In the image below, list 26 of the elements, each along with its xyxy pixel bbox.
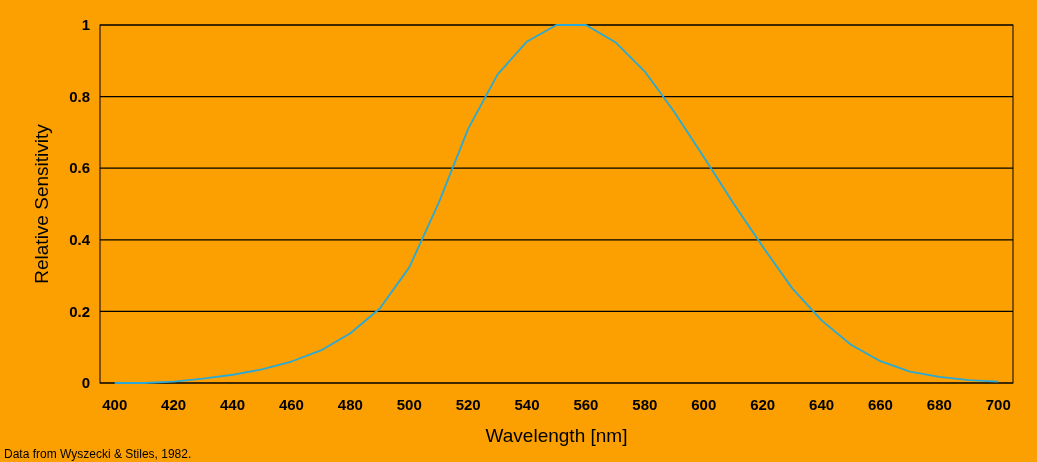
x-tick-label: 460 — [278, 396, 304, 413]
x-tick-label: 580 — [632, 396, 658, 413]
y-tick-label: 0.6 — [69, 159, 90, 177]
y-tick-label: 0.4 — [69, 231, 91, 249]
x-tick-label: 600 — [691, 396, 717, 413]
y-tick-label: 0.8 — [69, 87, 90, 105]
x-tick-label: 540 — [514, 396, 540, 413]
x-tick-label: 500 — [396, 396, 422, 413]
x-tick-label: 440 — [220, 396, 246, 413]
y-tick-label: 0 — [81, 374, 90, 392]
x-tick-label: 700 — [985, 396, 1011, 413]
x-tick-label: 640 — [809, 396, 835, 413]
x-tick-label: 480 — [337, 396, 363, 413]
x-tick-label: 400 — [102, 396, 128, 413]
x-tick-label: 660 — [867, 396, 893, 413]
x-tick-label: 620 — [750, 396, 776, 413]
x-tick-label: 420 — [161, 396, 187, 413]
text: Data from Wyszecki & Stiles, 1982. — [4, 447, 192, 461]
y-tick-label: 1 — [81, 16, 90, 34]
x-tick-label: 520 — [455, 396, 481, 413]
x-axis-title: Wavelength [nm] — [485, 425, 628, 446]
y-tick-label: 0.2 — [69, 302, 90, 320]
x-tick-label: 680 — [926, 396, 952, 413]
y-axis-title: Relative Sensitivity — [31, 123, 52, 284]
x-tick-label: 560 — [573, 396, 599, 413]
line-series — [113, 24, 1000, 384]
